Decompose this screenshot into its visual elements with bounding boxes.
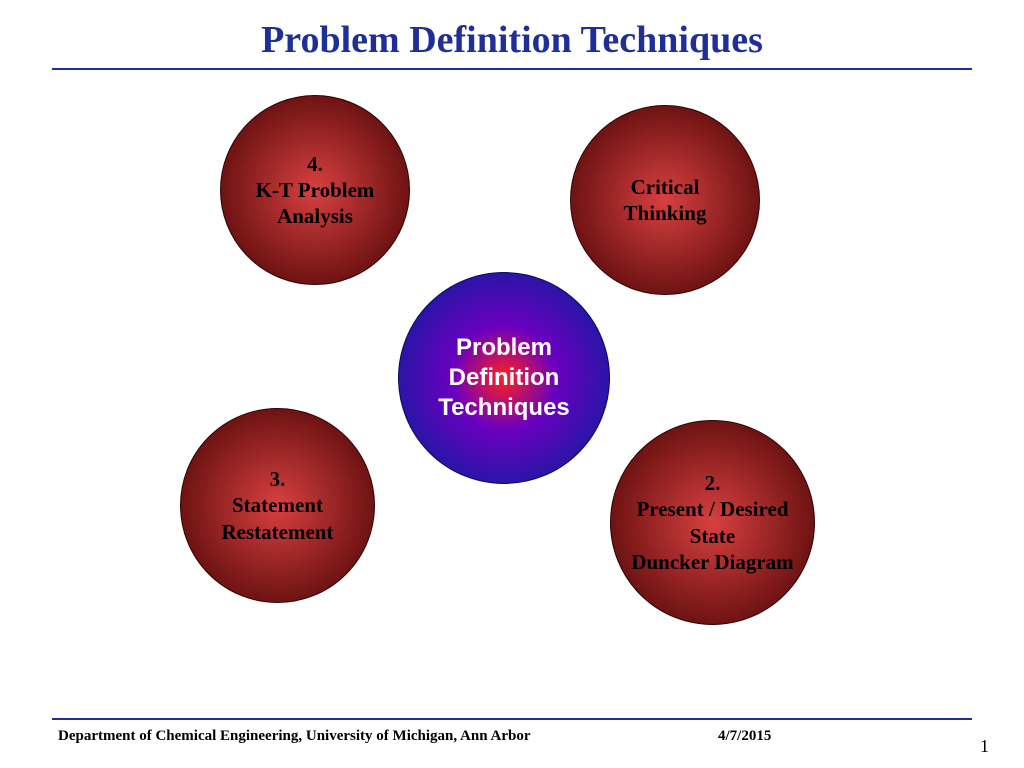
title-rule xyxy=(52,68,972,70)
node-label: Critical Thinking xyxy=(618,174,713,227)
node-label: 3. Statement Restatement xyxy=(216,466,340,545)
outer-node: 4. K-T Problem Analysis xyxy=(220,95,410,285)
node-label: 4. K-T Problem Analysis xyxy=(250,151,381,230)
center-node: Problem Definition Techniques xyxy=(398,272,610,484)
outer-node: 2. Present / Desired State Duncker Diagr… xyxy=(610,420,815,625)
footer-page-number: 1 xyxy=(980,736,989,757)
outer-node: Critical Thinking xyxy=(570,105,760,295)
footer-rule xyxy=(52,718,972,720)
outer-node: 3. Statement Restatement xyxy=(180,408,375,603)
footer-dept: Department of Chemical Engineering, Univ… xyxy=(58,728,530,745)
node-label: 2. Present / Desired State Duncker Diagr… xyxy=(625,470,799,575)
footer-date: 4/7/2015 xyxy=(718,728,771,745)
slide-title: Problem Definition Techniques xyxy=(0,0,1024,62)
node-label: Problem Definition Techniques xyxy=(432,333,576,423)
